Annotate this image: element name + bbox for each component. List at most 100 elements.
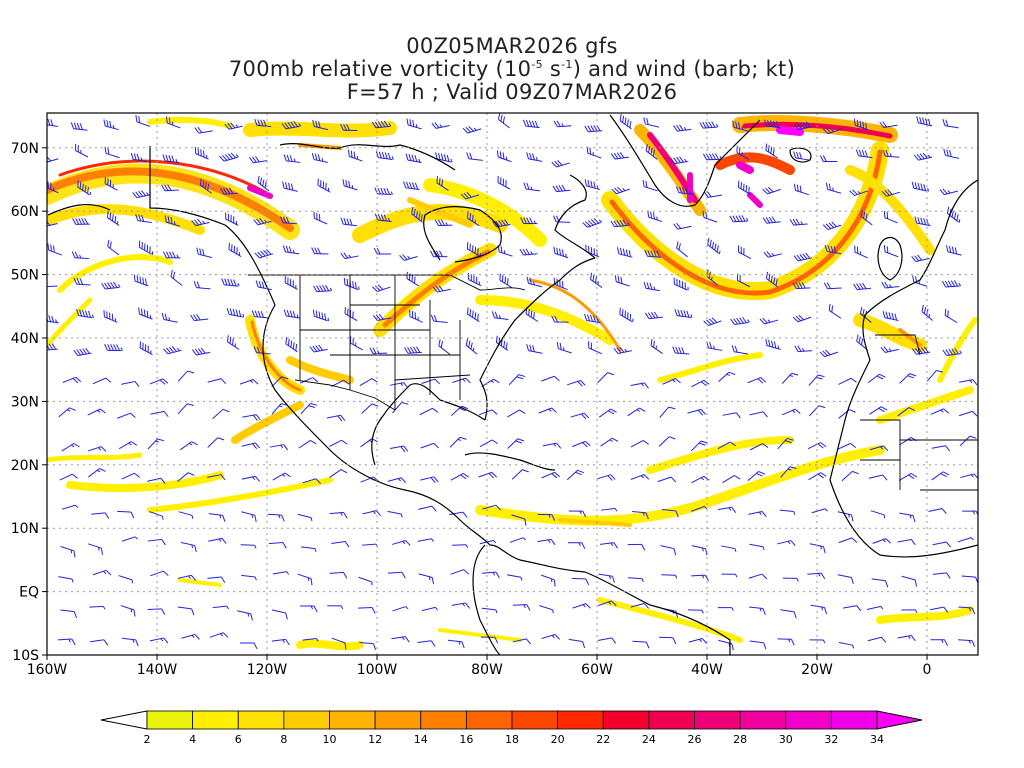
wind-barb (707, 237, 721, 255)
colorbar-label: 4 (189, 733, 196, 746)
wind-barb (481, 571, 500, 579)
wind-barb (92, 377, 112, 385)
wind-barb (59, 473, 78, 481)
wind-barb (702, 153, 723, 161)
wind-barb (70, 122, 88, 131)
wind-barb (371, 120, 392, 129)
wind-barb (499, 273, 513, 288)
wind-barb (898, 472, 918, 481)
wind-barb (703, 317, 722, 326)
wind-barb (674, 309, 693, 318)
wind-barb (822, 127, 842, 135)
wind-barb (870, 510, 886, 519)
wind-barb (810, 604, 828, 615)
wind-barb (872, 538, 892, 544)
wind-barb (460, 191, 480, 200)
wind-barb (765, 338, 781, 350)
wind-barb (598, 600, 617, 607)
wind-barb (568, 638, 586, 649)
wind-barb (630, 382, 649, 389)
wind-barb (897, 407, 916, 417)
wind-barb (718, 639, 734, 651)
wind-barb (610, 152, 629, 160)
wind-barb (387, 510, 403, 518)
wind-barb (807, 442, 827, 450)
wind-barb (860, 209, 873, 226)
wind-barb (737, 180, 751, 195)
wind-barb (571, 577, 590, 586)
wind-barb (299, 377, 319, 384)
wind-barb (600, 437, 619, 447)
wind-barb (466, 211, 480, 227)
wind-barb (327, 605, 344, 610)
wind-barb (599, 542, 619, 549)
wind-barb (551, 160, 570, 168)
wind-barb (958, 639, 976, 647)
wind-barb (957, 537, 974, 543)
wind-barb (855, 149, 873, 159)
wind-barb (958, 606, 976, 615)
wind-barb (897, 634, 916, 642)
wind-barb (47, 343, 58, 351)
wind-barb (572, 603, 591, 609)
wind-barb (347, 149, 363, 162)
us-state-borders (299, 275, 471, 410)
wind-barb (759, 317, 779, 325)
wind-barb (809, 639, 826, 644)
wind-barb (749, 543, 765, 551)
wind-barb (432, 285, 451, 293)
wind-barb (926, 370, 943, 382)
wind-barb (254, 118, 272, 128)
colorbar-label: 34 (870, 733, 884, 746)
wind-barb (161, 184, 179, 192)
wind-barb (133, 274, 149, 287)
wind-barb (912, 346, 931, 355)
wind-barb (300, 605, 318, 613)
wind-barb (736, 145, 750, 160)
wind-barb (552, 184, 571, 193)
wind-barb (177, 370, 195, 382)
wind-barb (659, 636, 677, 645)
wind-barb (411, 207, 423, 223)
wind-barb (512, 638, 532, 645)
wind-barb (825, 182, 842, 194)
wind-barb (241, 475, 261, 482)
wind-barb (170, 270, 183, 286)
wind-barb (257, 175, 270, 192)
colorbar-swatch (694, 710, 741, 730)
wind-barb (480, 636, 499, 644)
wind-barb (584, 313, 601, 324)
wind-barb (782, 577, 799, 582)
wind-barb (673, 222, 692, 230)
wind-barb (61, 443, 80, 452)
wind-barb (60, 546, 76, 558)
wind-barb (659, 406, 676, 419)
wind-barb (399, 254, 418, 261)
wind-barb (541, 471, 560, 479)
wind-barb (285, 337, 298, 353)
wind-barb (837, 574, 854, 585)
wind-barb (553, 120, 572, 128)
wind-barb (866, 605, 884, 610)
wind-barb (212, 605, 229, 610)
wind-barb (838, 409, 856, 419)
wind-barb (939, 188, 959, 196)
wind-barb (359, 378, 378, 387)
wind-barb (208, 513, 226, 522)
wind-barb (228, 242, 242, 258)
wind-barb (269, 444, 289, 451)
wind-barb (389, 382, 409, 389)
wind-barb (451, 602, 470, 609)
wind-barb (374, 213, 392, 222)
wind-barb (361, 403, 379, 414)
wind-barb (507, 438, 525, 449)
wind-barb (584, 124, 603, 133)
wind-barb (828, 303, 842, 319)
wind-barb (688, 637, 708, 644)
wind-barb (420, 442, 439, 449)
wind-barb (465, 338, 478, 355)
wind-barb (135, 115, 151, 127)
wind-barb (101, 281, 121, 290)
wind-barb (194, 126, 213, 134)
wind-barb (541, 375, 560, 382)
